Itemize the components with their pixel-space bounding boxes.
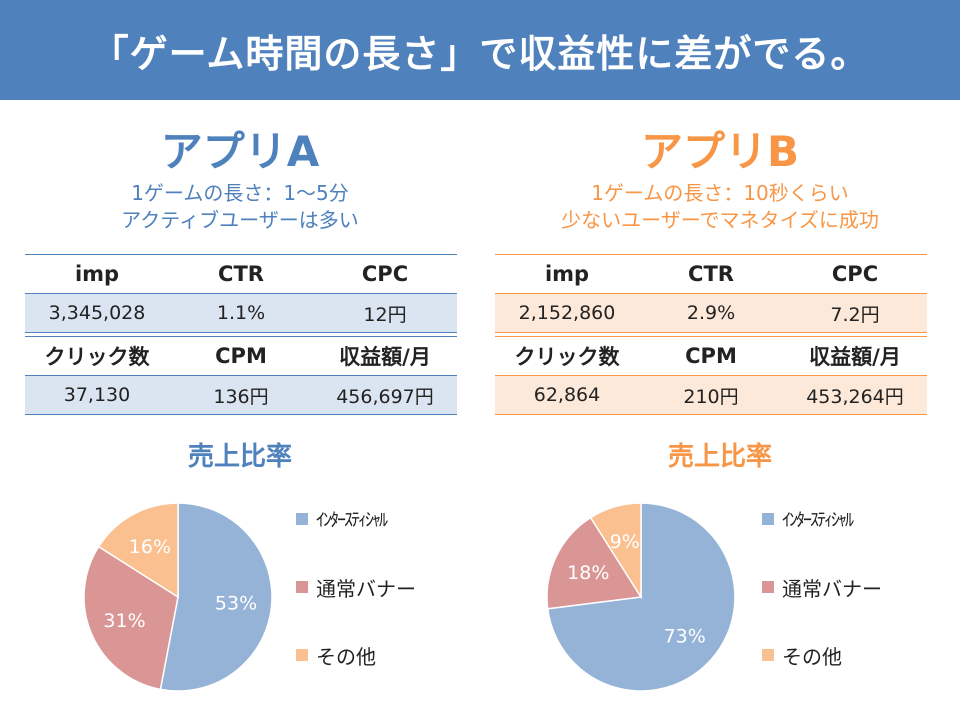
value-ctr: 2.9% — [639, 293, 783, 333]
stats-header-row: クリック数 CPM 収益額/月 — [25, 336, 457, 376]
stats-header-row: imp CTR CPC — [25, 254, 457, 294]
app-b-pie-chart: 73% 18%9% — [546, 502, 736, 692]
legend-label: その他 — [316, 644, 376, 669]
legend-swatch-interstitial — [762, 513, 774, 525]
legend-item-other: その他 — [762, 640, 942, 670]
app-a-stats-table: imp CTR CPC 3,345,028 1.1% 12円 クリック数 CPM… — [25, 254, 457, 415]
pie-slice-other — [97, 502, 179, 599]
pie-slice-other — [589, 502, 642, 600]
value-ctr: 1.1% — [169, 293, 313, 333]
header-cpm: CPM — [639, 336, 783, 376]
header-clicks: クリック数 — [25, 336, 169, 376]
app-a-pie-chart: 53% 31% 16% — [83, 502, 273, 692]
legend-swatch-other — [762, 649, 774, 661]
header-imp: imp — [495, 254, 639, 294]
pie-slice-interstitial — [159, 502, 273, 692]
app-b-description: 1ゲームの長さ：10秒くらい 少ないユーザーでマネタイズに成功 — [480, 180, 960, 234]
app-a-description: 1ゲームの長さ：1〜5分 アクティブユーザーは多い — [0, 180, 480, 234]
pie-data-label: 73% — [664, 626, 706, 648]
header-cpc: CPC — [313, 254, 457, 294]
app-b-legend: ｲﾝﾀｰｽﾃｨｼｬﾙ 通常バナー その他 — [762, 504, 942, 708]
legend-label: ｲﾝﾀｰｽﾃｨｼｬﾙ — [782, 510, 854, 531]
legend-label: その他 — [782, 644, 842, 669]
app-b-stats-table: imp CTR CPC 2,152,860 2.9% 7.2円 クリック数 CP… — [495, 254, 927, 415]
app-a-chart-title: 売上比率 — [187, 442, 292, 472]
value-cpc: 7.2円 — [783, 293, 927, 333]
app-b-chart-title: 売上比率 — [667, 442, 772, 472]
app-a-panel: アプリA 1ゲームの長さ：1〜5分 アクティブユーザーは多い imp CTR C… — [0, 100, 480, 720]
legend-label: 通常バナー — [782, 576, 882, 601]
app-a-name: アプリA — [160, 127, 320, 176]
header-cpm: CPM — [169, 336, 313, 376]
stats-value-row: 3,345,028 1.1% 12円 — [25, 293, 457, 333]
value-revenue: 456,697円 — [313, 375, 457, 415]
legend-item-interstitial: ｲﾝﾀｰｽﾃｨｼｬﾙ — [762, 504, 942, 534]
legend-swatch-banner — [762, 581, 774, 593]
header-cpc: CPC — [783, 254, 927, 294]
header-clicks: クリック数 — [495, 336, 639, 376]
legend-label: ｲﾝﾀｰｽﾃｨｼｬﾙ — [316, 510, 388, 531]
stats-header-row: クリック数 CPM 収益額/月 — [495, 336, 927, 376]
value-imp: 2,152,860 — [495, 293, 639, 333]
header-revenue: 収益額/月 — [313, 336, 457, 376]
app-a-desc-line2: アクティブユーザーは多い — [121, 208, 359, 232]
value-cpm: 210円 — [639, 375, 783, 415]
legend-swatch-banner — [296, 581, 308, 593]
stats-value-row: 37,130 136円 456,697円 — [25, 375, 457, 415]
legend-label: 通常バナー — [316, 576, 416, 601]
slide-title: 「ゲーム時間の長さ」で収益性に差がでる。 — [0, 0, 960, 100]
app-b-desc-line1: 1ゲームの長さ：10秒くらい — [591, 181, 849, 205]
pie-data-label: 31% — [103, 610, 145, 632]
stats-value-row: 2,152,860 2.9% 7.2円 — [495, 293, 927, 333]
value-clicks: 62,864 — [495, 375, 639, 415]
pie-slice-banner — [546, 516, 643, 610]
value-cpm: 136円 — [169, 375, 313, 415]
stats-header-row: imp CTR CPC — [495, 254, 927, 294]
value-clicks: 37,130 — [25, 375, 169, 415]
pie-data-label: 9% — [610, 531, 640, 553]
legend-swatch-interstitial — [296, 513, 308, 525]
app-a-desc-line1: 1ゲームの長さ：1〜5分 — [131, 181, 349, 205]
legend-item-interstitial: ｲﾝﾀｰｽﾃｨｼｬﾙ — [296, 504, 476, 534]
header-revenue: 収益額/月 — [783, 336, 927, 376]
legend-item-other: その他 — [296, 640, 476, 670]
app-b-panel: アプリB 1ゲームの長さ：10秒くらい 少ないユーザーでマネタイズに成功 imp… — [480, 100, 960, 720]
value-imp: 3,345,028 — [25, 293, 169, 333]
value-cpc: 12円 — [313, 293, 457, 333]
header-ctr: CTR — [639, 254, 783, 294]
app-b-name: アプリB — [640, 127, 799, 176]
legend-swatch-other — [296, 649, 308, 661]
pie-data-label: 16% — [129, 536, 171, 558]
app-a-legend: ｲﾝﾀｰｽﾃｨｼｬﾙ 通常バナー その他 — [296, 504, 476, 708]
legend-item-banner: 通常バナー — [296, 572, 476, 602]
value-revenue: 453,264円 — [783, 375, 927, 415]
pie-data-label: 53% — [215, 592, 257, 614]
app-b-desc-line2: 少ないユーザーでマネタイズに成功 — [561, 208, 879, 232]
header-ctr: CTR — [169, 254, 313, 294]
header-imp: imp — [25, 254, 169, 294]
pie-data-label: 18% — [567, 562, 609, 584]
legend-item-banner: 通常バナー — [762, 572, 942, 602]
stats-value-row: 62,864 210円 453,264円 — [495, 375, 927, 415]
